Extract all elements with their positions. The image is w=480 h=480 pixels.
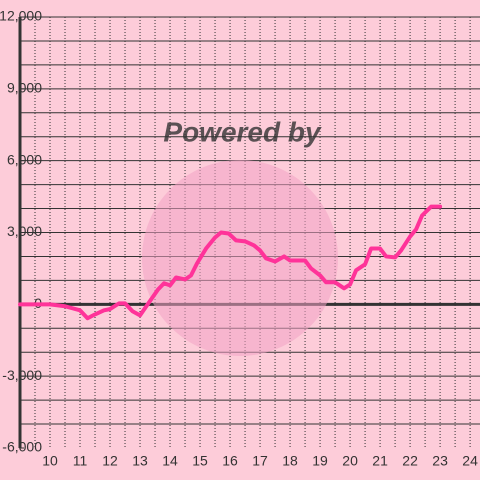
x-tick-label: 10	[42, 453, 58, 469]
series-line	[18, 204, 443, 321]
y-tick-label: 9,000	[7, 80, 42, 96]
y-tick-label: 6,000	[7, 151, 42, 167]
x-tick-label: 15	[192, 453, 208, 469]
x-tick-label: 21	[372, 453, 388, 469]
y-tick-label: -3,000	[2, 367, 42, 383]
x-tick-label: 16	[222, 453, 238, 469]
y-tick-label: -6,000	[2, 439, 42, 455]
x-tick-label: 19	[312, 453, 328, 469]
x-tick-label: 17	[252, 453, 268, 469]
watermark-text: Powered by	[163, 116, 322, 147]
x-tick-label: 23	[432, 453, 448, 469]
x-tick-label: 20	[342, 453, 358, 469]
x-tick-label: 24	[462, 453, 478, 469]
watermark-logo	[142, 160, 338, 356]
x-tick-label: 12	[102, 453, 118, 469]
y-tick-label: 3,000	[7, 223, 42, 239]
x-tick-label: 11	[73, 453, 88, 469]
grid: -6,000-3,00003,0006,0009,00012,000101112…	[0, 8, 480, 469]
x-tick-label: 13	[132, 453, 148, 469]
x-tick-label: 18	[282, 453, 298, 469]
x-tick-label: 14	[162, 453, 178, 469]
y-tick-label: 12,000	[0, 8, 42, 24]
plot	[18, 204, 443, 321]
x-tick-label: 22	[402, 453, 418, 469]
